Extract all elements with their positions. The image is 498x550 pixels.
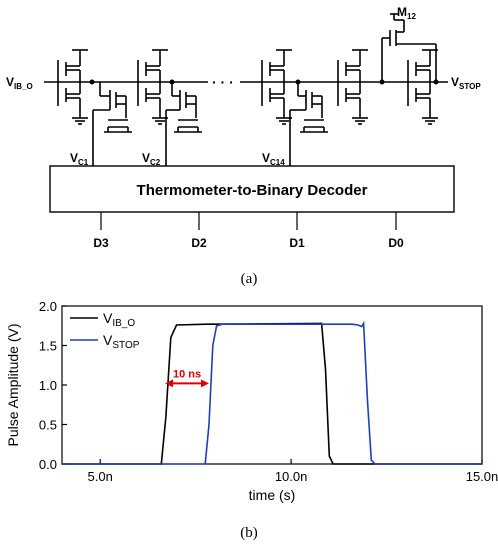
chart-legend: VIB_O VSTOP [70, 310, 140, 351]
pulse-chart: 0.0 0.5 1.0 1.5 2.0 5.0n 10.0n 15.0n 10 ns Pul… [5, 299, 498, 503]
capacitor-switch-14 [289, 82, 328, 166]
series-line-vstop [62, 320, 482, 465]
annotation-arrowhead-left [165, 379, 174, 388]
series-layer [62, 320, 482, 465]
y-axis-label: Pulse Amplitude (V) [5, 324, 21, 447]
inverter-stage-14 [261, 49, 292, 125]
x-axis-ticks: 5.0n 10.0n 15.0n [88, 459, 498, 484]
output-label-d3: D3 [93, 236, 109, 250]
inverter-stage-2 [137, 49, 168, 125]
transistor-m12 [381, 13, 437, 82]
y-tick-label: 0.5 [39, 418, 57, 433]
control-label-vc1: VC1 [70, 151, 89, 167]
node-dot [379, 79, 385, 85]
series-line-vib-o [62, 322, 482, 465]
node-dot [433, 79, 439, 85]
node-dot [169, 79, 175, 85]
decoder-label: Thermometer-to-Binary Decoder [137, 182, 368, 199]
caption-b: (b) [240, 525, 258, 541]
circuit-diagram: VIB_O VSTOP M12 · · · VC1 VC2 VC14 Therm… [6, 5, 481, 250]
x-tick-label: 10.0n [275, 469, 308, 484]
control-label-vc14: VC14 [262, 151, 285, 167]
capacitor-switch-1 [92, 82, 132, 166]
output-label: VSTOP [451, 75, 481, 91]
transistor-m12-label: M12 [397, 5, 416, 21]
y-axis-ticks: 0.0 0.5 1.0 1.5 2.0 [39, 299, 67, 472]
y-tick-label: 1.0 [39, 378, 57, 393]
control-label-vc2: VC2 [142, 151, 161, 167]
node-dot [89, 79, 95, 85]
node-dot [295, 79, 301, 85]
y-tick-label: 0.0 [39, 457, 57, 472]
annotation-arrowhead-right [201, 379, 209, 388]
legend-label-vstop: VSTOP [103, 332, 140, 351]
capacitor-switch-2 [165, 82, 202, 166]
ellipsis: · · · [212, 74, 234, 90]
output-label-d1: D1 [289, 236, 305, 250]
decoder-box [49, 165, 455, 213]
inverter-stage-15 [337, 49, 368, 125]
inverter-stage-1 [57, 49, 88, 125]
plot-frame [61, 305, 483, 465]
y-tick-label: 1.5 [39, 339, 57, 354]
x-tick-label: 5.0n [88, 469, 113, 484]
caption-a: (a) [241, 271, 258, 287]
annotation-layer: 10 ns [165, 368, 209, 388]
legend-label-vib-o: VIB_O [103, 310, 135, 329]
x-tick-label: 15.0n [466, 469, 498, 484]
input-label: VIB_O [6, 75, 33, 91]
annotation-label: 10 ns [173, 368, 201, 380]
y-tick-label: 2.0 [39, 299, 57, 314]
output-label-d2: D2 [191, 236, 207, 250]
x-axis-label: time (s) [249, 487, 296, 503]
output-label-d0: D0 [388, 236, 404, 250]
output-inverter [407, 49, 438, 125]
